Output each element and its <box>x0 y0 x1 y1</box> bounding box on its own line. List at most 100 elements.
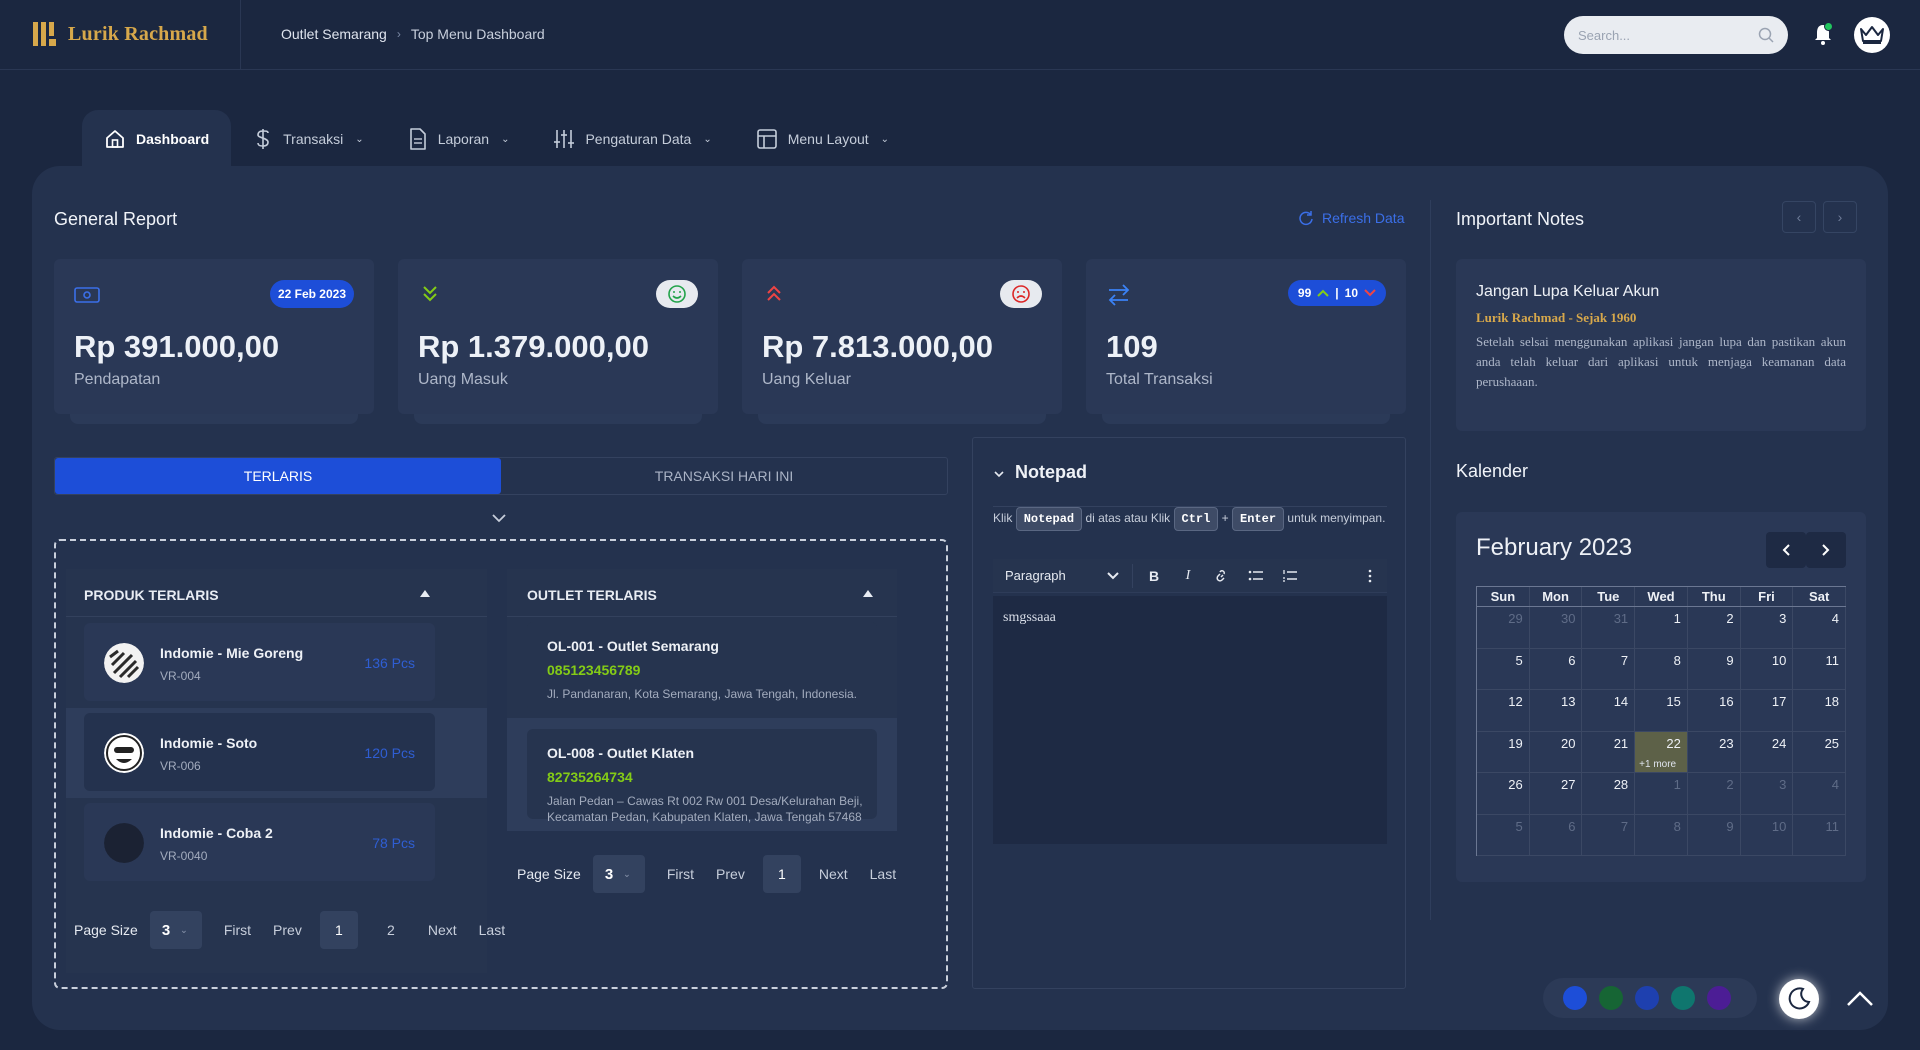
numbered-list-icon[interactable] <box>1273 561 1307 591</box>
paragraph-select[interactable]: Paragraph <box>993 563 1133 588</box>
calendar-day[interactable]: 20 <box>1529 731 1583 773</box>
dark-mode-toggle[interactable] <box>1779 979 1819 1019</box>
user-avatar[interactable] <box>1854 17 1890 53</box>
calendar-day[interactable]: 4 <box>1793 607 1847 649</box>
calendar-day[interactable]: 29 <box>1477 607 1530 649</box>
next-page-button[interactable]: Next <box>427 922 457 938</box>
last-page-button[interactable]: Last <box>478 922 506 938</box>
day-number: 12 <box>1508 694 1523 709</box>
more-events-link[interactable]: +1 more <box>1639 759 1677 770</box>
calendar-day[interactable]: 28 <box>1582 773 1636 815</box>
stat-label: Total Transaksi <box>1106 371 1213 388</box>
calendar-day[interactable]: 5 <box>1477 814 1530 856</box>
scroll-to-top-button[interactable] <box>1842 984 1878 1014</box>
calendar-day[interactable]: 6 <box>1529 814 1583 856</box>
calendar-day[interactable]: 3 <box>1740 773 1794 815</box>
theme-swatch-2[interactable] <box>1599 986 1623 1010</box>
calendar-day[interactable]: 2 <box>1687 607 1741 649</box>
calendar-day[interactable]: 10 <box>1740 648 1794 690</box>
calendar-day[interactable]: 11 <box>1793 814 1847 856</box>
calendar-day[interactable]: 15 <box>1635 690 1688 732</box>
calendar-day[interactable]: 7 <box>1582 814 1636 856</box>
notepad-title[interactable]: Notepad <box>1015 462 1087 482</box>
notes-prev-button[interactable]: ‹ <box>1782 201 1816 233</box>
calendar-day[interactable]: 4 <box>1793 773 1847 815</box>
breadcrumb-item-outlet[interactable]: Outlet Semarang <box>281 26 387 42</box>
bold-icon[interactable]: B <box>1148 567 1160 584</box>
calendar-day[interactable]: 9 <box>1687 648 1741 690</box>
first-page-button[interactable]: First <box>666 866 695 882</box>
tab-transaksi-hari-ini[interactable]: TRANSAKSI HARI INI <box>654 468 794 484</box>
calendar-prev-button[interactable] <box>1766 532 1806 568</box>
page-button-1[interactable]: 1 <box>319 911 358 949</box>
more-vertical-icon[interactable] <box>1353 561 1387 591</box>
collapse-caret-icon[interactable] <box>863 590 873 597</box>
notepad-editor[interactable]: smgssaaa <box>993 596 1387 844</box>
calendar-day[interactable]: 17 <box>1740 690 1794 732</box>
calendar-day[interactable]: 24 <box>1740 731 1794 773</box>
calendar-day[interactable]: 8 <box>1635 814 1688 856</box>
calendar-next-button[interactable] <box>1806 532 1846 568</box>
link-icon[interactable] <box>1205 561 1239 591</box>
page-button-1[interactable]: 1 <box>762 855 801 893</box>
next-page-button[interactable]: Next <box>818 866 848 882</box>
page-size-select[interactable]: 3 ⌄ <box>149 911 202 949</box>
theme-swatch-3[interactable] <box>1635 986 1659 1010</box>
calendar-day[interactable]: 27 <box>1529 773 1583 815</box>
refresh-data-button[interactable]: Refresh Data <box>1298 210 1404 226</box>
chevron-down-icon[interactable] <box>993 468 1005 480</box>
nav-dashboard[interactable]: Dashboard <box>82 110 232 168</box>
calendar-day[interactable]: 10 <box>1740 814 1794 856</box>
theme-swatch-5[interactable] <box>1707 986 1731 1010</box>
calendar-day[interactable]: 7 <box>1582 648 1636 690</box>
tab-terlaris[interactable]: TERLARIS <box>55 458 501 494</box>
calendar-day[interactable]: 9 <box>1687 814 1741 856</box>
list-item[interactable]: Indomie - Mie Goreng VR-004 136 Pcs <box>84 623 435 701</box>
list-item[interactable]: OL-008 - Outlet Klaten 82735264734 Jalan… <box>527 729 877 824</box>
nav-menu-layout[interactable]: Menu Layout ⌄ <box>734 110 911 168</box>
calendar-day-today[interactable]: 22 +1 more <box>1635 731 1688 773</box>
prev-page-button[interactable]: Prev <box>273 922 302 938</box>
calendar-day[interactable]: 12 <box>1477 690 1530 732</box>
nav-transaksi[interactable]: Transaksi ⌄ <box>231 110 386 168</box>
calendar-day[interactable]: 21 <box>1582 731 1636 773</box>
calendar-day[interactable]: 6 <box>1529 648 1583 690</box>
calendar-day[interactable]: 30 <box>1529 607 1583 649</box>
list-item[interactable]: Indomie - Coba 2 VR-0040 78 Pcs <box>84 803 435 881</box>
collapse-caret-icon[interactable] <box>420 590 430 597</box>
nav-laporan[interactable]: Laporan ⌄ <box>386 110 532 168</box>
calendar-day[interactable]: 23 <box>1687 731 1741 773</box>
calendar-day[interactable]: 26 <box>1477 773 1530 815</box>
calendar-day[interactable]: 3 <box>1740 607 1794 649</box>
theme-swatch-4[interactable] <box>1671 986 1695 1010</box>
calendar-day[interactable]: 25 <box>1793 731 1847 773</box>
calendar-day[interactable]: 16 <box>1687 690 1741 732</box>
calendar-day[interactable]: 18 <box>1793 690 1847 732</box>
nav-pengaturan-data[interactable]: Pengaturan Data ⌄ <box>531 110 733 168</box>
list-item[interactable]: Indomie - Soto VR-006 120 Pcs <box>84 713 435 791</box>
prev-page-button[interactable]: Prev <box>716 866 745 882</box>
bullet-list-icon[interactable] <box>1239 561 1273 591</box>
calendar-day[interactable]: 14 <box>1582 690 1636 732</box>
brand-logo[interactable]: Lurik Rachmad <box>32 20 208 48</box>
calendar-day[interactable]: 13 <box>1529 690 1583 732</box>
first-page-button[interactable]: First <box>223 922 252 938</box>
theme-swatch-1[interactable] <box>1563 986 1587 1010</box>
calendar-day[interactable]: 5 <box>1477 648 1530 690</box>
calendar-day[interactable]: 1 <box>1635 607 1688 649</box>
chevron-down-icon[interactable] <box>491 510 507 526</box>
calendar-day[interactable]: 2 <box>1687 773 1741 815</box>
page-size-select[interactable]: 3 ⌄ <box>592 855 645 893</box>
calendar-day[interactable]: 1 <box>1635 773 1688 815</box>
list-item[interactable]: OL-001 - Outlet Semarang 085123456789 Jl… <box>527 622 877 712</box>
notes-next-button[interactable]: › <box>1823 201 1857 233</box>
page-button-2[interactable]: 2 <box>386 922 395 938</box>
last-page-button[interactable]: Last <box>869 866 897 882</box>
search-input[interactable] <box>1578 27 1758 43</box>
calendar-day[interactable]: 11 <box>1793 648 1847 690</box>
calendar-day[interactable]: 31 <box>1582 607 1636 649</box>
calendar-day[interactable]: 19 <box>1477 731 1530 773</box>
calendar-day[interactable]: 8 <box>1635 648 1688 690</box>
italic-icon[interactable]: I <box>1185 567 1191 583</box>
search-icon[interactable] <box>1758 27 1774 43</box>
